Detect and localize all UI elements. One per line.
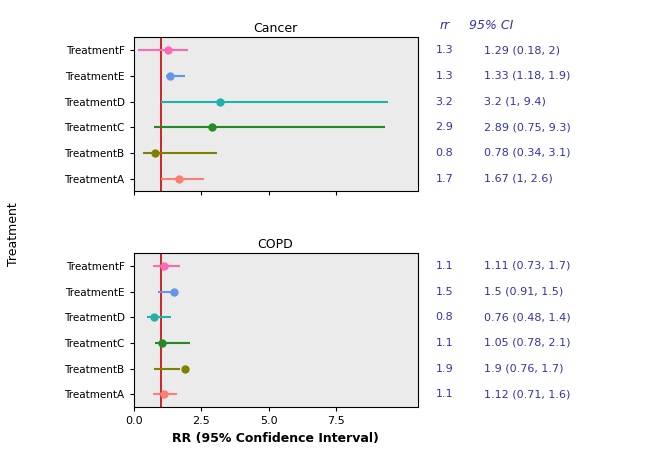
Text: 0.8: 0.8 [436,148,453,158]
Title: Cancer: Cancer [253,22,298,35]
Text: 1.7: 1.7 [436,174,453,183]
Text: 1.29 (0.18, 2): 1.29 (0.18, 2) [484,45,560,55]
Text: 1.05 (0.78, 2.1): 1.05 (0.78, 2.1) [484,338,570,348]
Text: 1.3: 1.3 [436,45,453,55]
Text: 0.76 (0.48, 1.4): 0.76 (0.48, 1.4) [484,312,571,322]
Text: 2.89 (0.75, 9.3): 2.89 (0.75, 9.3) [484,122,571,132]
Text: 1.5: 1.5 [436,286,453,297]
Text: 1.1: 1.1 [436,389,453,399]
X-axis label: RR (95% Confidence Interval): RR (95% Confidence Interval) [172,432,379,445]
Text: 1.67 (1, 2.6): 1.67 (1, 2.6) [484,174,553,183]
Text: 3.2 (1, 9.4): 3.2 (1, 9.4) [484,96,546,107]
Text: 1.33 (1.18, 1.9): 1.33 (1.18, 1.9) [484,71,570,81]
Text: 2.9: 2.9 [436,122,453,132]
Text: 1.5 (0.91, 1.5): 1.5 (0.91, 1.5) [484,286,564,297]
Title: COPD: COPD [258,238,293,250]
Text: 1.9: 1.9 [436,364,453,373]
Text: 1.1: 1.1 [436,338,453,348]
Text: 1.1: 1.1 [436,261,453,271]
Text: 0.8: 0.8 [436,312,453,322]
Text: 95% CI: 95% CI [469,19,513,32]
Text: 0.78 (0.34, 3.1): 0.78 (0.34, 3.1) [484,148,570,158]
Text: Treatment: Treatment [7,202,20,266]
Text: rr: rr [439,19,450,32]
Text: 1.11 (0.73, 1.7): 1.11 (0.73, 1.7) [484,261,570,271]
Text: 3.2: 3.2 [436,96,453,107]
Text: 1.9 (0.76, 1.7): 1.9 (0.76, 1.7) [484,364,564,373]
Text: 1.12 (0.71, 1.6): 1.12 (0.71, 1.6) [484,389,570,399]
Text: 1.3: 1.3 [436,71,453,81]
